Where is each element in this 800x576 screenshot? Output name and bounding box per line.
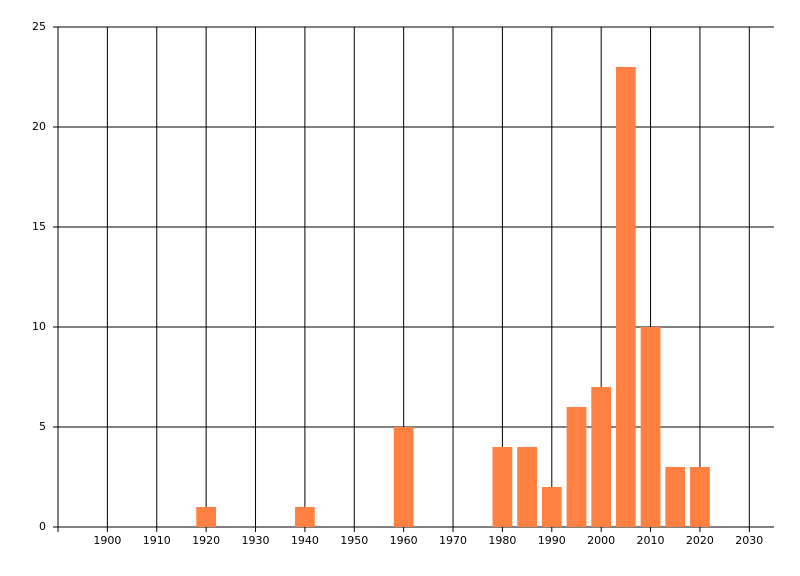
bar (591, 387, 612, 527)
x-tick-label: 2000 (587, 534, 615, 547)
x-tick-label: 1900 (93, 534, 121, 547)
bar (295, 507, 315, 527)
x-tick-label: 1930 (242, 534, 270, 547)
bar (615, 67, 636, 527)
bar (665, 467, 686, 527)
x-tick-label: 1920 (192, 534, 220, 547)
bar (196, 507, 217, 527)
x-tick-label: 1990 (538, 534, 566, 547)
x-tick-label: 1950 (340, 534, 368, 547)
bar (541, 487, 562, 527)
y-tick-label: 15 (32, 220, 46, 233)
y-tick-label: 10 (32, 320, 46, 333)
y-tick-label: 25 (32, 20, 46, 33)
x-tick-label: 1960 (390, 534, 418, 547)
x-tick-label: 1970 (439, 534, 467, 547)
y-tick-label: 20 (32, 120, 46, 133)
x-tick-label: 2010 (637, 534, 665, 547)
bar (690, 467, 710, 527)
x-tick-label: 2020 (686, 534, 714, 547)
bar (517, 447, 537, 527)
y-tick-label: 5 (39, 420, 46, 433)
x-tick-label: 1910 (143, 534, 171, 547)
bar (393, 427, 414, 527)
bar (566, 407, 587, 527)
x-tick-label: 2030 (735, 534, 763, 547)
y-tick-label: 0 (39, 520, 46, 533)
x-tick-label: 1940 (291, 534, 319, 547)
bar (640, 327, 661, 527)
bar (492, 447, 513, 527)
x-tick-label: 1980 (488, 534, 516, 547)
